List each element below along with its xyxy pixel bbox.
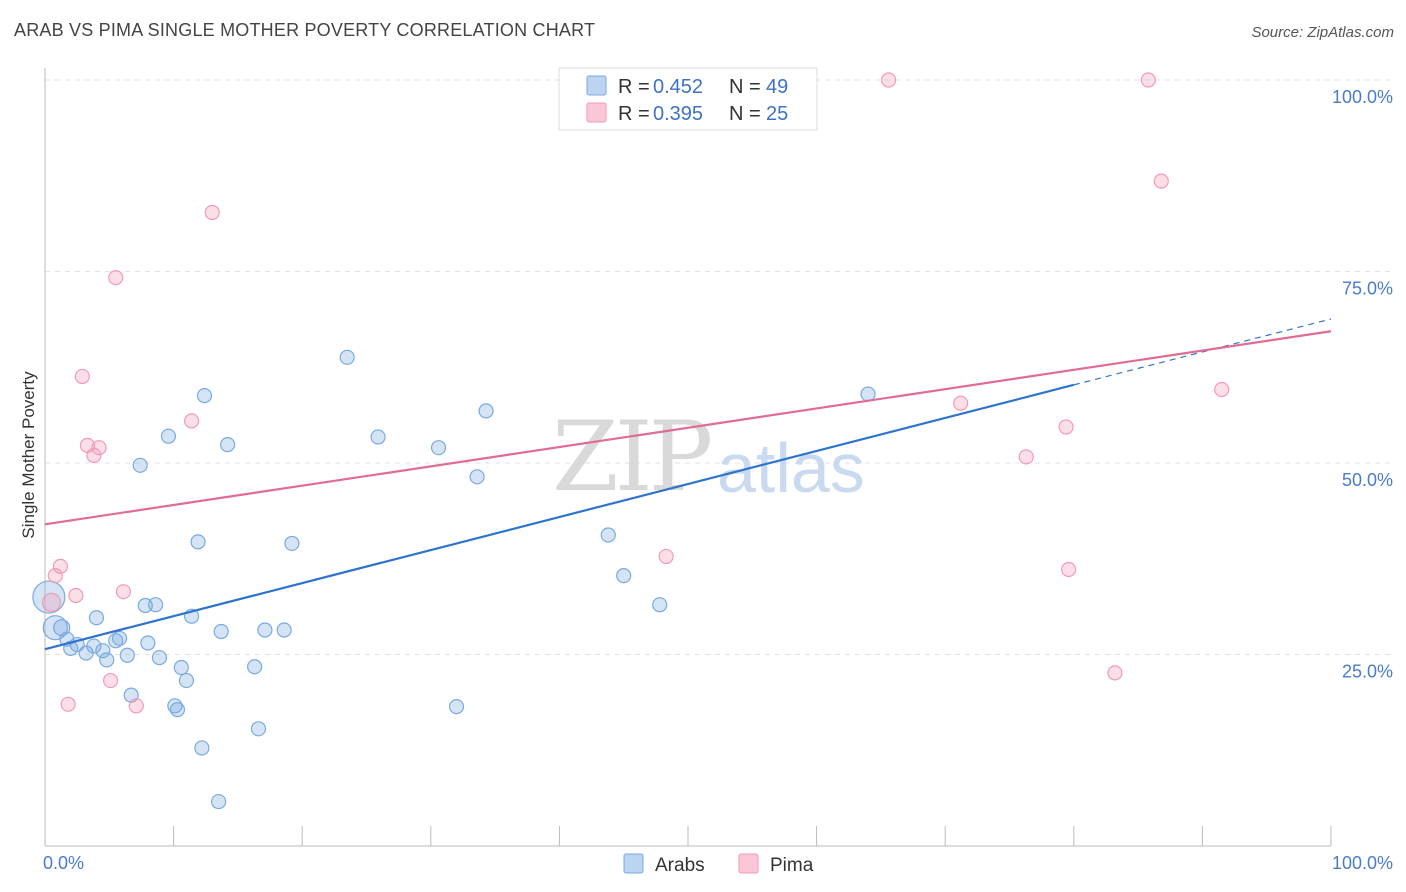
arabs-point-30 bbox=[213, 623, 229, 640]
pima-point-11 bbox=[115, 584, 132, 600]
pima-point-7 bbox=[86, 447, 102, 463]
arabs-point-13 bbox=[119, 647, 135, 663]
arabs-point-26 bbox=[190, 534, 206, 550]
pima-point-15 bbox=[658, 548, 674, 565]
pima-point-1 bbox=[47, 568, 63, 584]
arabs-point-8 bbox=[88, 610, 105, 626]
chart-title: ARAB VS PIMA SINGLE MOTHER POVERTY CORRE… bbox=[14, 20, 596, 40]
arabs-point-17 bbox=[140, 635, 156, 651]
arabs-point-41 bbox=[469, 469, 485, 485]
pima-point-12 bbox=[128, 698, 144, 714]
arabs-point-20 bbox=[160, 428, 177, 444]
y-tick-label-0: 25.0% bbox=[1342, 662, 1393, 682]
pima-point-0 bbox=[41, 592, 62, 613]
pima-point-2 bbox=[52, 558, 69, 575]
arabs-point-22 bbox=[169, 702, 186, 718]
pima-point-22 bbox=[1140, 72, 1156, 88]
arabs-point-27 bbox=[194, 740, 210, 756]
arabs-point-33 bbox=[250, 721, 267, 737]
arabs-point-45 bbox=[652, 597, 668, 613]
legend-n-value-arabs: 49 bbox=[766, 76, 788, 98]
arabs-point-40 bbox=[448, 698, 465, 715]
bottom-legend-swatch-pima bbox=[738, 853, 759, 874]
bottom-legend-label-pima: Pima bbox=[770, 855, 814, 876]
bottom-legend-label-arabs: Arabs bbox=[655, 855, 705, 876]
tick-labels: 25.0% 50.0% 75.0% 100.0% 0.0% 100.0% bbox=[43, 87, 1393, 873]
arabs-point-35 bbox=[276, 622, 292, 638]
x-tick-label-0: 0.0% bbox=[43, 853, 84, 873]
arabs-point-43 bbox=[600, 527, 616, 543]
axes bbox=[44, 68, 1332, 847]
arabs-point-32 bbox=[247, 659, 263, 675]
watermark-atlas: atlas bbox=[717, 429, 865, 507]
bottom-legend: Arabs Pima bbox=[623, 853, 814, 876]
pima-point-20 bbox=[1061, 561, 1077, 578]
legend-r-value-arabs: 0.452 bbox=[653, 76, 703, 98]
arabs-point-34 bbox=[257, 622, 273, 638]
pima-point-5 bbox=[74, 368, 90, 385]
pima-point-13 bbox=[184, 413, 200, 429]
arabs-point-28 bbox=[196, 387, 213, 404]
pima-point-8 bbox=[91, 440, 107, 456]
pima-point-17 bbox=[953, 395, 969, 411]
arabs-point-9 bbox=[95, 643, 111, 659]
pima-point-4 bbox=[68, 587, 84, 604]
arabs-point-44 bbox=[616, 568, 632, 584]
pima-point-16 bbox=[881, 72, 897, 88]
arabs-point-12 bbox=[111, 630, 128, 647]
legend-n-label-arabs: N = bbox=[729, 76, 761, 98]
arabs-point-7 bbox=[86, 638, 102, 654]
pima-point-14 bbox=[204, 204, 220, 221]
pima-point-18 bbox=[1018, 449, 1034, 465]
legend-swatch-arabs bbox=[586, 75, 607, 96]
x-tick-label-1: 100.0% bbox=[1332, 853, 1393, 873]
arabs-point-24 bbox=[178, 672, 195, 689]
arabs-point-31 bbox=[220, 437, 236, 453]
y-tick-label-3: 100.0% bbox=[1332, 87, 1393, 107]
y-tick-label-1: 50.0% bbox=[1342, 470, 1393, 490]
legend-n-label-pima: N = bbox=[729, 103, 761, 125]
pima-point-19 bbox=[1058, 419, 1074, 435]
arabs-trend-line bbox=[44, 383, 1075, 651]
legend-r-value-pima: 0.395 bbox=[653, 103, 703, 125]
pima-point-24 bbox=[1214, 381, 1230, 398]
arabs-trend-extension bbox=[1073, 318, 1332, 386]
pima-point-23 bbox=[1153, 173, 1169, 189]
arabs-point-42 bbox=[478, 403, 494, 419]
y-axis-title: Single Mother Poverty bbox=[19, 371, 38, 539]
watermark: ZIP atlas bbox=[552, 401, 865, 513]
pima-trend-line bbox=[44, 330, 1332, 526]
trend-lines bbox=[44, 318, 1332, 651]
grid bbox=[45, 79, 1393, 655]
arabs-point-1 bbox=[42, 615, 68, 641]
pima-point-10 bbox=[108, 270, 124, 286]
arabs-point-15 bbox=[132, 457, 148, 473]
bottom-legend-swatch-arabs bbox=[623, 853, 644, 874]
legend: R = 0.452 N = 49 R = 0.395 N = 25 bbox=[558, 67, 818, 131]
source-label: Source: ZipAtlas.com bbox=[1251, 24, 1394, 41]
pima-point-3 bbox=[60, 696, 76, 712]
legend-swatch-pima bbox=[586, 102, 607, 123]
y-tick-label-2: 75.0% bbox=[1342, 279, 1393, 299]
arabs-point-18 bbox=[147, 597, 164, 613]
pima-point-9 bbox=[102, 672, 119, 689]
legend-r-label-pima: R = bbox=[618, 103, 650, 125]
arabs-point-38 bbox=[370, 429, 386, 445]
series-arabs bbox=[32, 349, 876, 810]
arabs-point-23 bbox=[173, 659, 189, 676]
legend-r-label-arabs: R = bbox=[618, 76, 650, 98]
data-points bbox=[32, 72, 1230, 810]
arabs-point-19 bbox=[151, 649, 168, 666]
legend-n-value-pima: 25 bbox=[766, 103, 788, 125]
arabs-point-37 bbox=[339, 349, 355, 365]
series-pima bbox=[41, 72, 1230, 714]
watermark-zip: ZIP bbox=[552, 401, 711, 513]
arabs-point-29 bbox=[211, 793, 227, 810]
arabs-point-10 bbox=[99, 652, 115, 668]
arabs-point-0 bbox=[32, 580, 66, 614]
pima-point-21 bbox=[1107, 665, 1123, 681]
arabs-point-39 bbox=[430, 440, 447, 456]
arabs-point-36 bbox=[284, 535, 300, 552]
